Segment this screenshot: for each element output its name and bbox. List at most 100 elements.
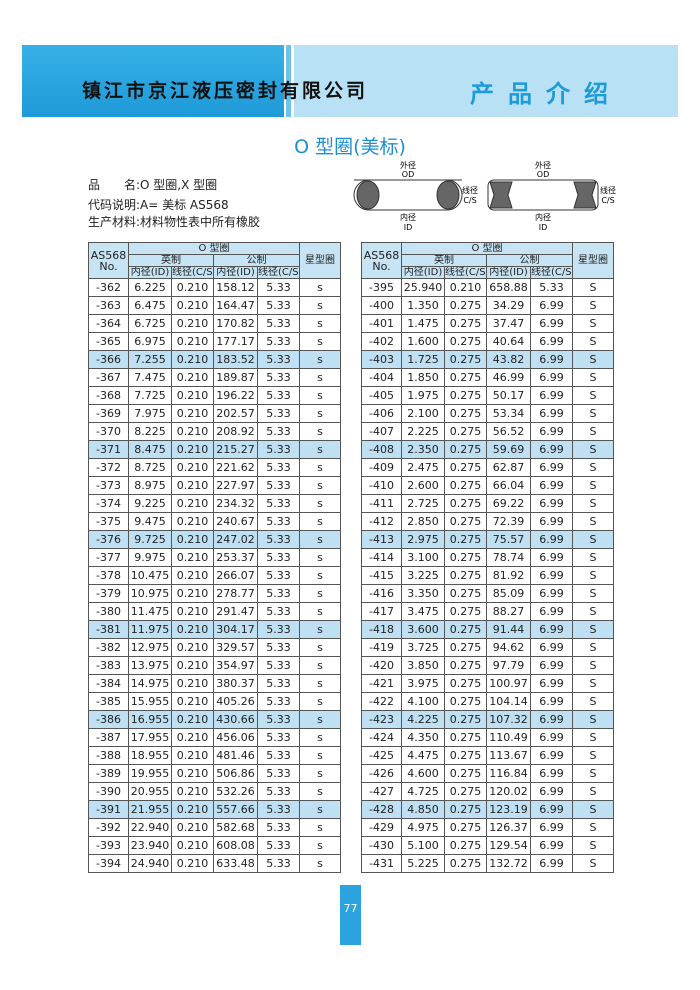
cell: 6.99: [530, 368, 573, 387]
cell: 6.99: [530, 692, 573, 711]
header-cell: 内径(ID): [486, 266, 531, 279]
info-line: 品 名:O 型圈,X 型圈: [88, 178, 218, 192]
cell: 56.52: [486, 422, 531, 441]
cell: 0.210: [171, 404, 214, 423]
header-cell: 内径(ID): [128, 266, 172, 279]
cell: 0.210: [171, 368, 214, 387]
cell: 5.33: [257, 566, 300, 585]
cell: 164.47: [213, 296, 258, 315]
cell: 123.19: [486, 800, 531, 819]
cell: 53.34: [486, 404, 531, 423]
cell: 5.33: [257, 818, 300, 837]
cell: s: [299, 800, 341, 819]
data-row: -375 9.475 0.210 240.67 5.33 s: [88, 512, 341, 531]
header-row: 内径(ID) 线径(C/S) 内径(ID) 线径(C/S): [362, 266, 614, 279]
cell: 23.940: [128, 836, 172, 855]
cell: s: [299, 296, 341, 315]
cell: 10.975: [128, 584, 172, 603]
table-header: AS568 No. O 型圈 星型圈 英制 公制 内径(ID) 线径(C/S) 内径(ID) 线径…: [361, 242, 614, 279]
cell: s: [299, 548, 341, 567]
o-ring-diagram: [353, 179, 463, 211]
cell: 132.72: [486, 854, 531, 873]
data-row: -416 3.350 0.275 85.09 6.99 S: [361, 584, 614, 603]
cell: 5.33: [257, 710, 300, 729]
cell: -394: [88, 854, 129, 873]
cell: 5.33: [257, 494, 300, 513]
table-body: -395 25.940 0.210 658.88 5.33 S -400 1.350 0.275…: [361, 278, 614, 873]
data-row: -407 2.225 0.275 56.52 6.99 S: [361, 422, 614, 441]
cell: 0.210: [171, 854, 214, 873]
cell: 6.975: [128, 332, 172, 351]
cell: -414: [361, 548, 402, 567]
data-row: -404 1.850 0.275 46.99 6.99 S: [361, 368, 614, 387]
data-row: -421 3.975 0.275 100.97 6.99 S: [361, 674, 614, 693]
data-row: -418 3.600 0.275 91.44 6.99 S: [361, 620, 614, 639]
cell: -377: [88, 548, 129, 567]
table-body: -362 6.225 0.210 158.12 5.33 s -363 6.475 0.210 1…: [88, 278, 341, 873]
cell: 5.33: [257, 584, 300, 603]
data-row: -403 1.725 0.275 43.82 6.99 S: [361, 350, 614, 369]
cell: 0.275: [444, 548, 487, 567]
cell: 5.33: [257, 782, 300, 801]
cell: S: [572, 674, 614, 693]
cell: -428: [361, 800, 402, 819]
cell: s: [299, 332, 341, 351]
diagrams: 外径 OD 内径 ID 线径 C/S 外径 OD 内径 ID 线径 C/S: [353, 160, 616, 232]
cell: -423: [361, 710, 402, 729]
cell: 0.275: [444, 476, 487, 495]
data-row: -414 3.100 0.275 78.74 6.99 S: [361, 548, 614, 567]
cell: S: [572, 800, 614, 819]
cell: 6.99: [530, 440, 573, 459]
cell: 1.850: [401, 368, 445, 387]
data-row: -381 11.975 0.210 304.17 5.33 s: [88, 620, 341, 639]
cell: 3.475: [401, 602, 445, 621]
cell: 25.940: [401, 278, 445, 297]
cell: -376: [88, 530, 129, 549]
cell: 1.475: [401, 314, 445, 333]
data-row: -409 2.475 0.275 62.87 6.99 S: [361, 458, 614, 477]
cell: -410: [361, 476, 402, 495]
cell: -417: [361, 602, 402, 621]
data-row: -391 21.955 0.210 557.66 5.33 s: [88, 800, 341, 819]
info-line: 生产材料:材料物性表中所有橡胶: [88, 215, 261, 229]
cell: 6.99: [530, 422, 573, 441]
cell: 0.210: [171, 386, 214, 405]
cell: 6.99: [530, 638, 573, 657]
cell: 456.06: [213, 728, 258, 747]
data-row: -377 9.975 0.210 253.37 5.33 s: [88, 548, 341, 567]
cell: S: [572, 602, 614, 621]
ring-section: [573, 181, 597, 209]
header-cell: 英制: [401, 254, 487, 267]
cell: 6.475: [128, 296, 172, 315]
cell: s: [299, 818, 341, 837]
header-cell: 英制: [128, 254, 214, 267]
data-row: -364 6.725 0.210 170.82 5.33 s: [88, 314, 341, 333]
cell: 5.33: [257, 350, 300, 369]
ring-section: [436, 180, 460, 210]
cell: 14.975: [128, 674, 172, 693]
cell: 8.475: [128, 440, 172, 459]
cell: 3.975: [401, 674, 445, 693]
data-row: -369 7.975 0.210 202.57 5.33 s: [88, 404, 341, 423]
cell: S: [572, 458, 614, 477]
data-row: -390 20.955 0.210 532.26 5.33 s: [88, 782, 341, 801]
cell: 1.350: [401, 296, 445, 315]
cell: 189.87: [213, 368, 258, 387]
cell: 75.57: [486, 530, 531, 549]
cell: S: [572, 332, 614, 351]
cell: S: [572, 296, 614, 315]
cell: 291.47: [213, 602, 258, 621]
cell: 5.33: [257, 656, 300, 675]
cell: -367: [88, 368, 129, 387]
cell: 557.66: [213, 800, 258, 819]
cell: 253.37: [213, 548, 258, 567]
cell: 633.48: [213, 854, 258, 873]
cell: 0.210: [171, 332, 214, 351]
header-cell: 线径(C/S): [444, 266, 487, 279]
data-row: -425 4.475 0.275 113.67 6.99 S: [361, 746, 614, 765]
cell: 2.475: [401, 458, 445, 477]
label: 内径: [400, 212, 416, 222]
cell: 5.33: [257, 422, 300, 441]
cell: -408: [361, 440, 402, 459]
cell: 380.37: [213, 674, 258, 693]
